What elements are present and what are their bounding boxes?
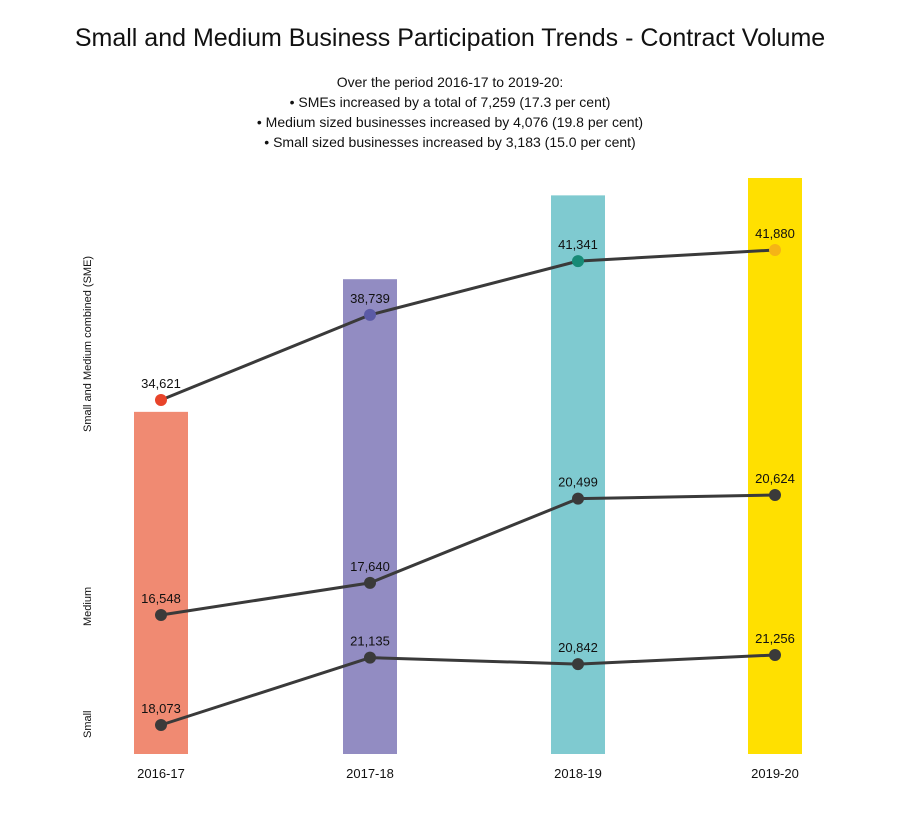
data-label-medium-2017-18: 17,640 bbox=[350, 559, 390, 574]
line-sme bbox=[160, 248, 776, 402]
subtitle-bullet-medium: Medium sized businesses increased by 4,0… bbox=[0, 112, 900, 132]
point-small-2016-17 bbox=[155, 719, 167, 731]
x-tick-label-2019-20: 2019-20 bbox=[751, 766, 799, 781]
x-tick-label-2017-18: 2017-18 bbox=[346, 766, 394, 781]
data-label-medium-2018-19: 20,499 bbox=[558, 475, 598, 490]
row-label-sme: Small and Medium combined (SME) bbox=[82, 255, 94, 432]
point-medium-2018-19 bbox=[572, 492, 584, 505]
data-label-medium-2019-20: 20,624 bbox=[755, 471, 795, 486]
point-sme-2019-20 bbox=[769, 244, 781, 256]
point-sme-2016-17 bbox=[155, 394, 167, 406]
subtitle-bullet-sme: SMEs increased by a total of 7,259 (17.3… bbox=[0, 92, 900, 112]
subtitle-bullet-small: Small sized businesses increased by 3,18… bbox=[0, 132, 900, 152]
point-medium-2019-20 bbox=[769, 489, 781, 501]
data-label-small-2018-19: 20,842 bbox=[558, 640, 598, 655]
point-medium-2017-18 bbox=[364, 576, 376, 589]
bar-2016-17 bbox=[134, 411, 188, 754]
point-small-2018-19 bbox=[572, 658, 584, 671]
data-label-sme-2019-20: 41,880 bbox=[755, 226, 795, 241]
data-label-small-2019-20: 21,256 bbox=[755, 631, 795, 646]
point-small-2017-18 bbox=[364, 651, 376, 664]
point-small-2019-20 bbox=[769, 649, 781, 661]
x-tick-label-2016-17: 2016-17 bbox=[137, 766, 185, 781]
x-tick-label-2018-19: 2018-19 bbox=[554, 766, 602, 781]
data-label-medium-2016-17: 16,548 bbox=[141, 591, 181, 606]
data-label-small-2017-18: 21,135 bbox=[350, 634, 390, 649]
chart-title: Small and Medium Business Participation … bbox=[74, 24, 826, 52]
data-label-small-2016-17: 18,073 bbox=[141, 701, 181, 716]
point-medium-2016-17 bbox=[155, 609, 167, 621]
row-label-medium: Medium bbox=[82, 586, 94, 626]
data-label-sme-2018-19: 41,341 bbox=[558, 237, 598, 252]
chart-subtitle: Over the period 2016-17 to 2019-20: SMEs… bbox=[0, 72, 900, 152]
bar-2017-18 bbox=[343, 279, 397, 754]
data-label-sme-2017-18: 38,739 bbox=[350, 291, 390, 306]
point-sme-2018-19 bbox=[572, 255, 584, 268]
subtitle-intro: Over the period 2016-17 to 2019-20: bbox=[336, 74, 564, 90]
row-label-small: Small bbox=[82, 710, 94, 738]
data-label-sme-2016-17: 34,621 bbox=[141, 376, 181, 391]
line-small bbox=[160, 653, 776, 727]
line-medium bbox=[160, 493, 776, 617]
bar-2019-20 bbox=[748, 178, 802, 754]
point-sme-2017-18 bbox=[364, 308, 376, 321]
